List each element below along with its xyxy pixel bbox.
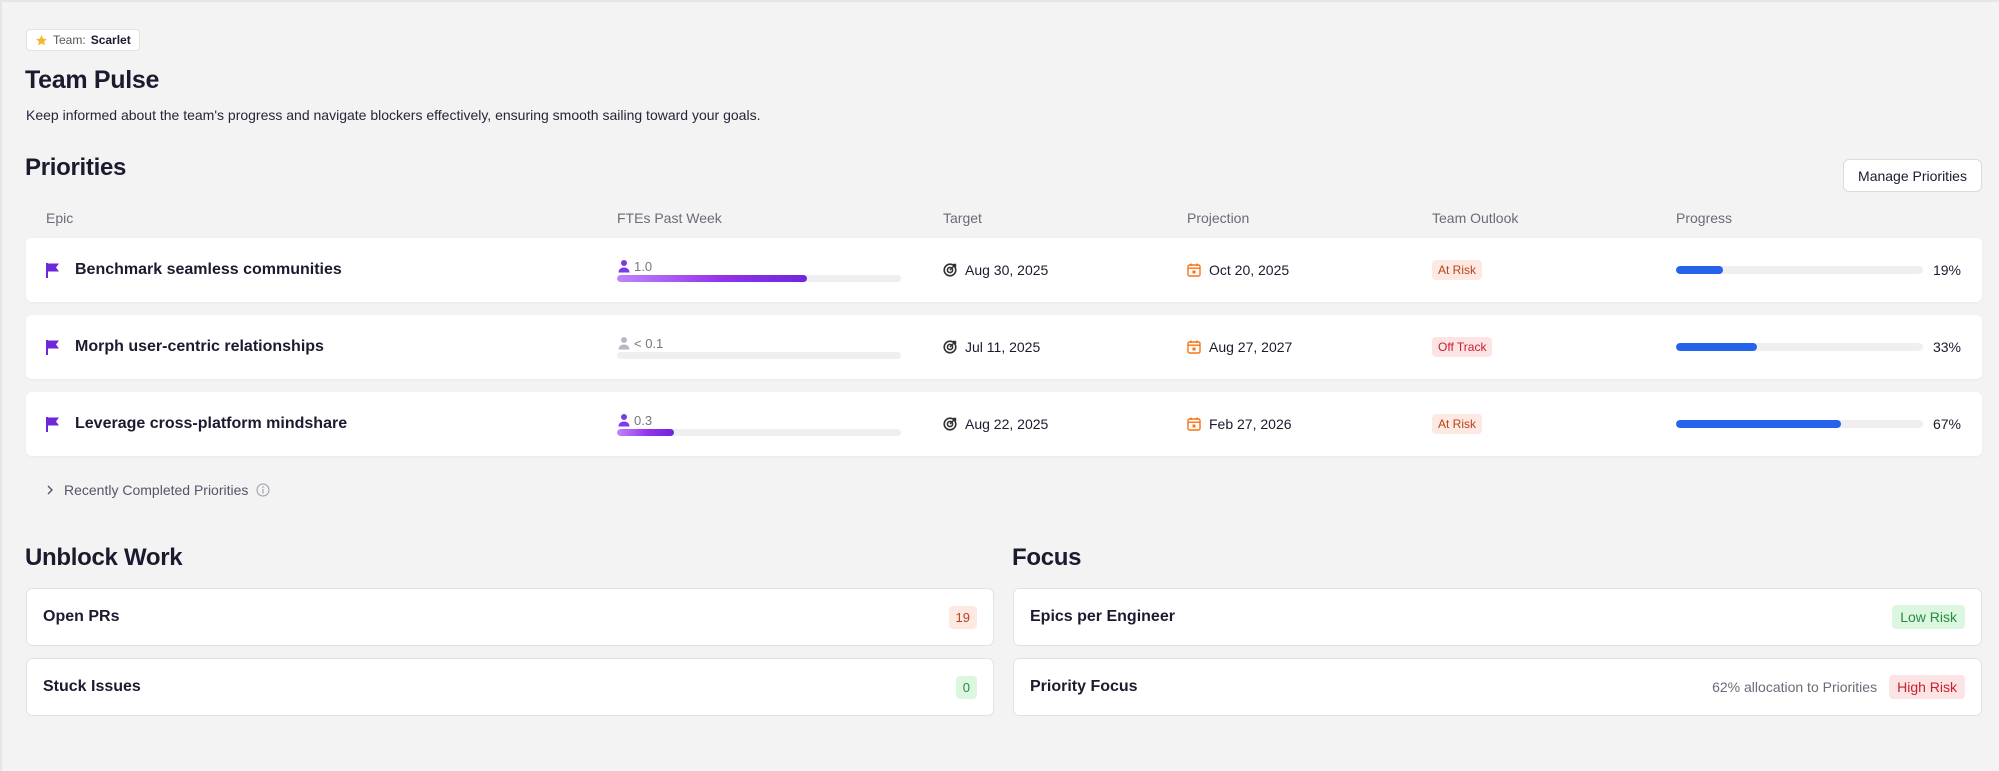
target-date: Jul 11, 2025 — [965, 339, 1041, 355]
flag-icon — [46, 416, 59, 432]
progress-percent: 33% — [1932, 339, 1961, 355]
column-header-projection: Projection — [1187, 210, 1250, 226]
person-icon — [618, 414, 630, 427]
progress-bar — [1676, 266, 1923, 274]
column-header-progress: Progress — [1676, 210, 1733, 226]
priority-focus-card[interactable]: Priority Focus 62% allocation to Priorit… — [1013, 658, 1982, 716]
table-row[interactable]: Benchmark seamless communities 1.0 Aug 30,… — [26, 238, 1982, 302]
status-badge: At Risk — [1432, 414, 1483, 434]
progress-cell: 33% — [1676, 315, 1961, 379]
epics-per-engineer-label: Epics per Engineer — [1030, 608, 1175, 625]
open-prs-card[interactable]: Open PRs 19 — [26, 588, 994, 646]
flag-icon — [46, 262, 59, 278]
team-chip[interactable]: Team: Scarlet — [26, 29, 140, 51]
open-prs-label: Open PRs — [43, 608, 120, 625]
team-name: Scarlet — [90, 33, 131, 47]
column-header-target: Target — [943, 210, 982, 226]
focus-title: Focus — [1012, 544, 1082, 571]
fte-bar-fill — [617, 275, 808, 282]
fte-bar — [617, 429, 901, 436]
outlook-cell: At Risk — [1432, 238, 1483, 302]
priority-focus-note: 62% allocation to Priorities — [1712, 679, 1878, 695]
target-cell: Jul 11, 2025 — [943, 315, 1040, 379]
epics-per-engineer-risk: Low Risk — [1892, 605, 1965, 629]
chevron-right-icon — [47, 485, 53, 495]
table-row[interactable]: Leverage cross-platform mindshare 0.3 Aug … — [26, 392, 1982, 456]
projection-date: Oct 20, 2025 — [1209, 262, 1290, 278]
priority-focus-risk: High Risk — [1889, 675, 1965, 699]
status-badge: Off Track — [1432, 337, 1493, 357]
epics-per-engineer-card[interactable]: Epics per Engineer Low Risk — [1013, 588, 1982, 646]
progress-bar — [1676, 420, 1923, 428]
star-icon — [36, 34, 47, 45]
projection-cell: Aug 27, 2027 — [1187, 315, 1292, 379]
stuck-issues-card[interactable]: Stuck Issues 0 — [26, 658, 994, 716]
target-icon — [943, 340, 957, 354]
table-row[interactable]: Morph user-centric relationships < 0.1 Jul… — [26, 315, 1982, 379]
outlook-cell: Off Track — [1432, 315, 1493, 379]
progress-bar-fill — [1676, 266, 1723, 274]
projection-cell: Feb 27, 2026 — [1187, 392, 1292, 456]
flag-icon — [46, 339, 59, 355]
calendar-icon — [1187, 340, 1201, 354]
column-header-outlook: Team Outlook — [1432, 210, 1519, 226]
projection-cell: Oct 20, 2025 — [1187, 238, 1289, 302]
calendar-icon — [1187, 417, 1201, 431]
epic-name: Benchmark seamless communities — [75, 261, 342, 278]
team-label: Team: — [53, 33, 86, 47]
fte-value: 0.3 — [634, 412, 653, 428]
progress-percent: 19% — [1932, 262, 1961, 278]
epic-cell[interactable]: Leverage cross-platform mindshare — [45, 392, 347, 456]
status-badge: At Risk — [1432, 260, 1483, 280]
target-date: Aug 22, 2025 — [965, 416, 1049, 432]
stuck-issues-label: Stuck Issues — [43, 678, 141, 695]
priorities-title: Priorities — [25, 154, 127, 181]
recently-completed-toggle[interactable]: Recently Completed Priorities — [44, 482, 270, 498]
info-icon[interactable] — [256, 483, 270, 497]
fte-cell: 0.3 — [617, 392, 902, 456]
person-icon — [618, 260, 630, 273]
target-cell: Aug 30, 2025 — [943, 238, 1048, 302]
fte-bar-fill — [617, 429, 674, 436]
open-prs-count: 19 — [948, 605, 977, 629]
progress-bar-fill — [1676, 343, 1758, 351]
progress-cell: 19% — [1676, 238, 1961, 302]
priority-focus-label: Priority Focus — [1030, 678, 1138, 695]
fte-cell: < 0.1 — [617, 315, 902, 379]
person-icon — [618, 337, 630, 350]
progress-percent: 67% — [1932, 416, 1961, 432]
fte-cell: 1.0 — [617, 238, 902, 302]
fte-bar — [617, 275, 901, 282]
stuck-issues-count: 0 — [955, 675, 977, 699]
projection-date: Feb 27, 2026 — [1209, 416, 1292, 432]
target-icon — [943, 263, 957, 277]
page-title: Team Pulse — [25, 66, 160, 94]
epic-cell[interactable]: Morph user-centric relationships — [45, 315, 324, 379]
progress-cell: 67% — [1676, 392, 1961, 456]
fte-value: 1.0 — [634, 258, 653, 274]
page-subtitle: Keep informed about the team's progress … — [26, 107, 761, 123]
target-icon — [943, 417, 957, 431]
projection-date: Aug 27, 2027 — [1209, 339, 1293, 355]
target-date: Aug 30, 2025 — [965, 262, 1049, 278]
epic-name: Leverage cross-platform mindshare — [75, 415, 348, 432]
fte-bar — [617, 352, 901, 359]
fte-value: < 0.1 — [634, 335, 664, 351]
epic-cell[interactable]: Benchmark seamless communities — [45, 238, 342, 302]
recently-completed-label: Recently Completed Priorities — [64, 482, 249, 498]
column-header-epic: Epic — [46, 210, 74, 226]
progress-bar — [1676, 343, 1923, 351]
progress-bar-fill — [1676, 420, 1842, 428]
target-cell: Aug 22, 2025 — [943, 392, 1048, 456]
calendar-icon — [1187, 263, 1201, 277]
unblock-work-title: Unblock Work — [25, 544, 183, 571]
outlook-cell: At Risk — [1432, 392, 1483, 456]
epic-name: Morph user-centric relationships — [75, 338, 324, 355]
manage-priorities-button[interactable]: Manage Priorities — [1843, 159, 1982, 192]
column-header-ftes: FTEs Past Week — [617, 210, 722, 226]
